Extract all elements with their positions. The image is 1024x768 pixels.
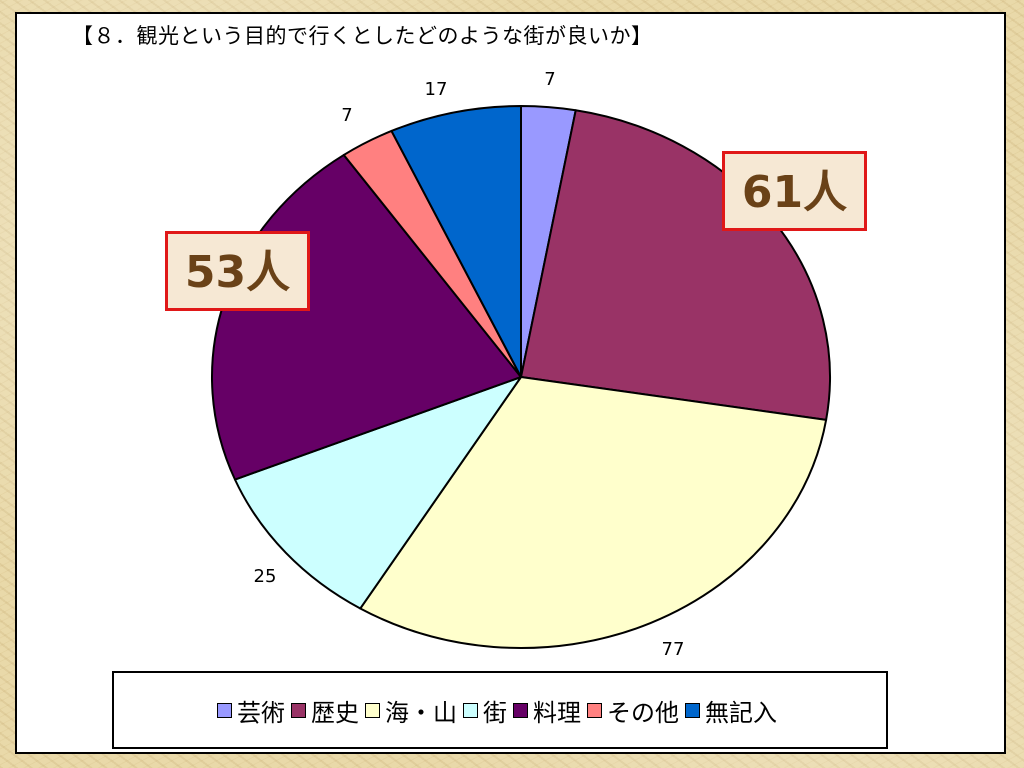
callout-61: 61人 <box>722 151 867 231</box>
legend-label-art: 芸術 <box>237 698 285 727</box>
legend-swatch-art <box>217 702 232 718</box>
legend-label-sea-mountain: 海・山 <box>385 698 457 727</box>
legend-swatch-sea-mountain <box>365 702 380 718</box>
legend-swatch-town <box>463 702 478 718</box>
legend-label-town: 街 <box>483 698 507 727</box>
legend-label-cuisine: 料理 <box>533 698 581 727</box>
legend: 芸術 歴史 海・山 街 料理 その他 無記入 <box>112 671 888 749</box>
pie-slice-town <box>233 376 522 610</box>
legend-item-other: その他 <box>587 693 679 728</box>
legend-item-art: 芸術 <box>217 693 285 728</box>
legend-item-town: 街 <box>463 693 507 728</box>
chart-title: 【８．観光という目的で行くとしたどのような街が良いか】 <box>72 24 653 48</box>
pie-slice-no-answer <box>390 105 522 378</box>
legend-label-no-answer: 無記入 <box>705 698 777 727</box>
legend-swatch-history <box>291 702 306 718</box>
callout-53: 53人 <box>165 231 310 311</box>
legend-item-cuisine: 料理 <box>513 693 581 728</box>
data-label-no-answer: 17 <box>425 79 448 100</box>
pie-slice-sea-mountain <box>359 376 828 649</box>
legend-label-other: その他 <box>607 698 679 727</box>
data-label-town: 25 <box>254 566 277 587</box>
data-label-art: 7 <box>544 69 555 90</box>
data-label-other: 7 <box>341 105 352 126</box>
data-label-sea-mountain: 77 <box>662 639 685 660</box>
legend-item-no-answer: 無記入 <box>685 693 777 728</box>
legend-label-history: 歴史 <box>311 698 359 727</box>
legend-item-history: 歴史 <box>291 693 359 728</box>
legend-swatch-cuisine <box>513 702 528 718</box>
legend-swatch-other <box>587 702 602 718</box>
legend-swatch-no-answer <box>685 702 700 718</box>
legend-item-sea-mountain: 海・山 <box>365 693 457 728</box>
